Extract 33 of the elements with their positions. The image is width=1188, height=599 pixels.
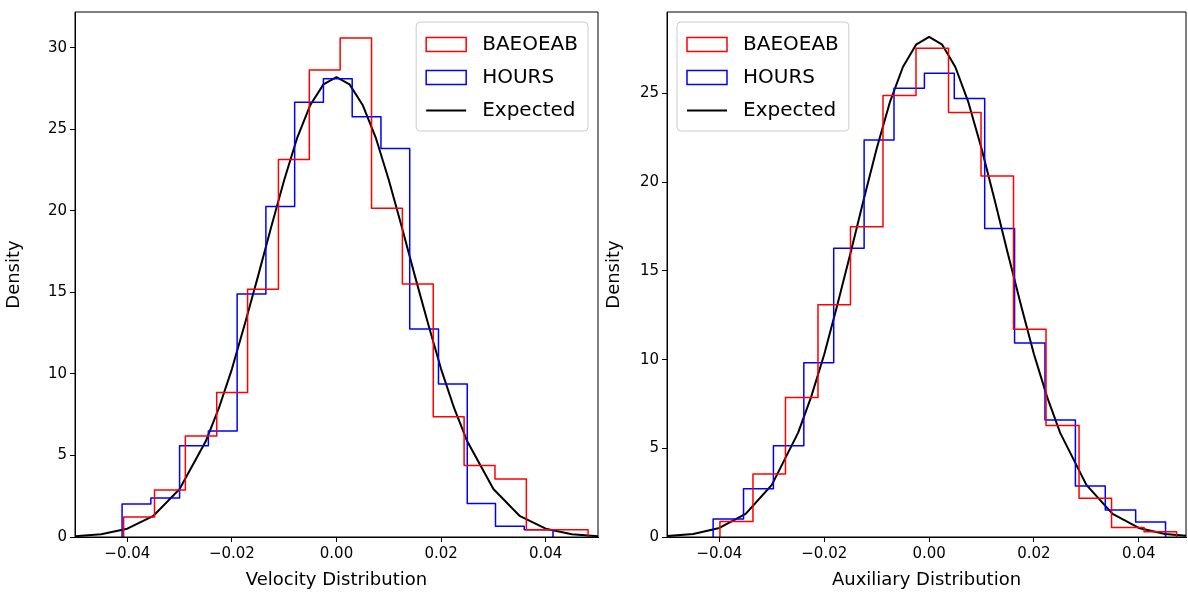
legend-label: HOURS [743,63,816,88]
legend-label: BAEOEAB [743,30,839,55]
x-axis-title: Auxiliary Distribution [831,567,1022,589]
y-axis-title: Density [602,239,624,309]
legend-label: Expected [482,96,576,121]
x-tick-label: 0.00 [319,543,354,562]
y-tick-label: 20 [639,172,659,191]
y-tick-label: 25 [639,83,659,102]
y-tick-label: 5 [649,438,659,457]
x-tick-label: 0.00 [912,543,946,562]
y-tick-label: 25 [47,119,67,138]
y-tick-label: 10 [47,363,67,382]
x-tick-label: −0.04 [104,543,151,562]
legend-label: Expected [743,96,837,121]
legend-label: HOURS [482,63,555,88]
x-tick-label: 0.04 [529,543,563,562]
legend-label: BAEOEAB [482,30,579,55]
y-tick-label: 0 [649,526,659,545]
x-axis-title: Velocity Distribution [245,567,428,589]
y-tick-label: 5 [57,445,67,464]
x-tick-label: −0.04 [696,543,743,562]
y-tick-label: 10 [639,349,659,368]
y-tick-label: 20 [47,200,67,219]
x-tick-label: 0.02 [1017,543,1051,562]
y-tick-label: 0 [57,526,67,545]
x-tick-label: 0.02 [424,543,458,562]
y-tick-label: 15 [47,282,67,301]
y-tick-label: 30 [47,37,67,56]
y-axis-title: Density [2,239,24,309]
x-tick-label: −0.02 [208,543,255,562]
y-tick-label: 15 [639,260,659,279]
x-tick-label: −0.02 [801,543,848,562]
x-tick-label: 0.04 [1122,543,1156,562]
